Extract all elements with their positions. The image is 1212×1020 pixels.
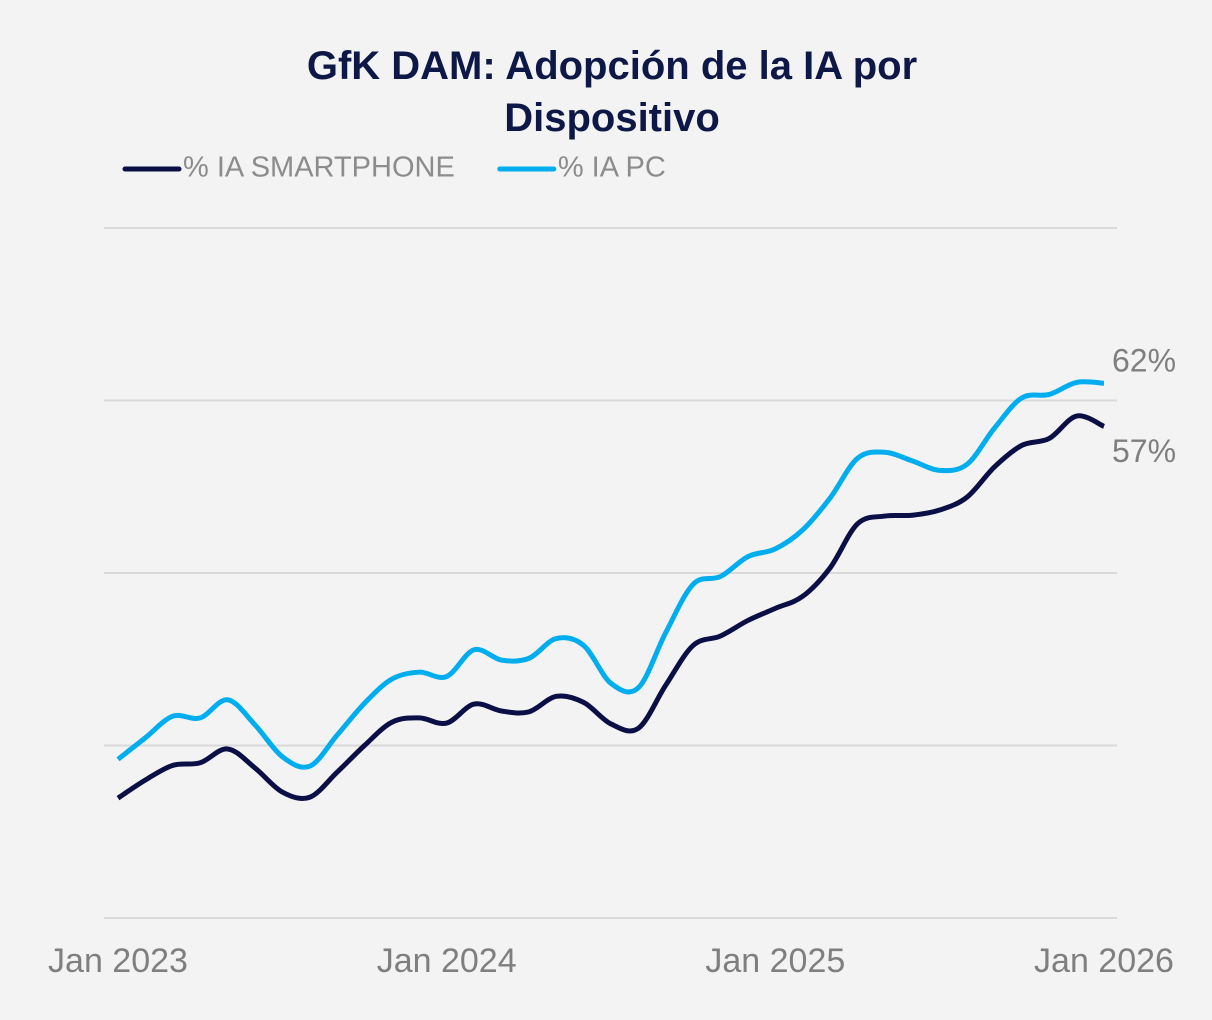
x-tick-label: Jan 2026 xyxy=(1034,942,1174,980)
series-line xyxy=(116,379,1105,770)
legend-item: % IA PC xyxy=(497,152,666,184)
value-label: 62% xyxy=(1112,343,1176,379)
value-label: 57% xyxy=(1112,433,1176,469)
legend-item: % IA SMARTPHONE xyxy=(122,152,455,184)
x-tick-label: Jan 2025 xyxy=(705,942,845,980)
chart-title: GfK DAM: Adopción de la IA por Dispositiv… xyxy=(307,44,917,140)
series-line xyxy=(116,413,1106,802)
legend-label: % IA PC xyxy=(558,152,666,184)
legend-label: % IA SMARTPHONE xyxy=(183,152,455,184)
x-tick-label: Jan 2024 xyxy=(377,942,517,980)
x-tick-label: Jan 2023 xyxy=(48,942,188,980)
